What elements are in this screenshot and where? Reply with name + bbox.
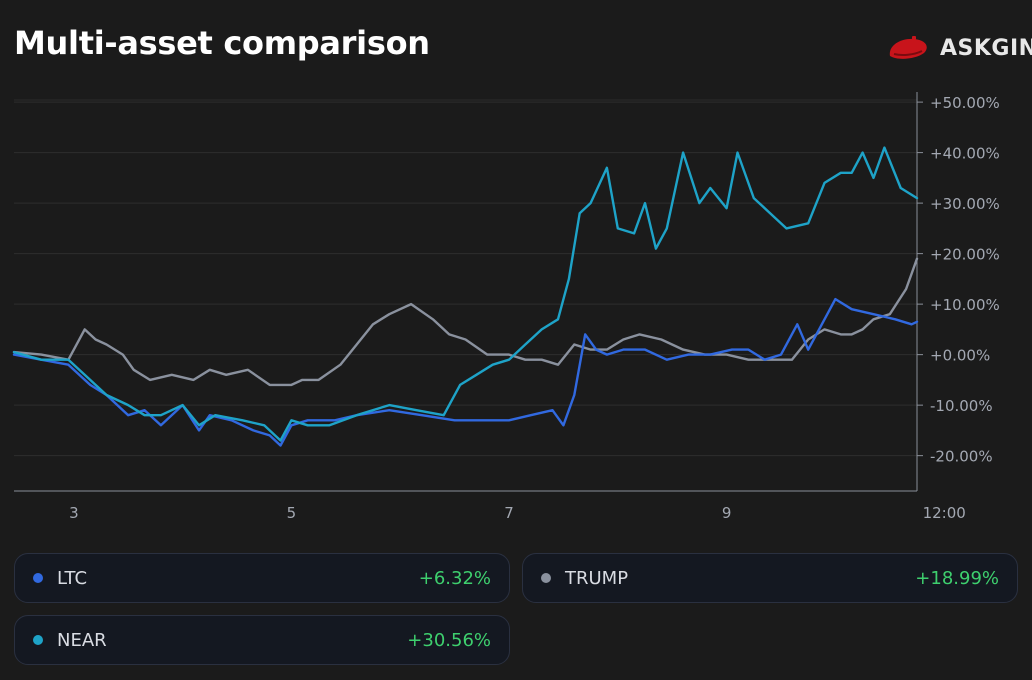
y-tick-label: +20.00% (930, 246, 1000, 264)
x-axis-labels: 3 5 7 9 12:00 (69, 504, 966, 522)
ltc-color-dot (33, 573, 43, 583)
red-beret-icon (889, 36, 927, 59)
legend-name: NEAR (57, 629, 107, 651)
series-lines (12, 146, 919, 447)
chart-grid (14, 99, 917, 457)
chart-axes (14, 92, 923, 492)
chart-title: Multi-asset comparison (14, 24, 430, 62)
x-tick-label: 12:00 (923, 504, 966, 522)
y-axis-labels: +50.00% +40.00% +30.00% +20.00% +10.00% +0.00… (930, 94, 1000, 466)
series-line-ltc (12, 297, 919, 447)
y-tick-label: +40.00% (930, 145, 1000, 163)
y-tick-label: -10.00% (930, 397, 993, 415)
brand-logo: ASKGINA (886, 34, 1032, 62)
series-line-trump (12, 257, 919, 387)
x-tick-label: 7 (504, 504, 514, 522)
y-tick-label: +0.00% (930, 347, 990, 365)
legend-change: +18.99% (915, 567, 999, 589)
near-color-dot (33, 635, 43, 645)
legend-item-trump[interactable]: TRUMP +18.99% (522, 553, 1018, 603)
legend-name: LTC (57, 567, 88, 589)
legend-item-ltc[interactable]: LTC +6.32% (14, 553, 510, 603)
y-tick-label: +50.00% (930, 94, 1000, 112)
x-tick-label: 9 (722, 504, 732, 522)
y-tick-label: +10.00% (930, 296, 1000, 314)
y-tick-label: -20.00% (930, 448, 993, 466)
series-line-near (12, 146, 919, 442)
y-tick-label: +30.00% (930, 195, 1000, 213)
line-chart: +50.00% +40.00% +30.00% +20.00% +10.00% +0.00… (12, 92, 1000, 522)
x-tick-label: 5 (287, 504, 297, 522)
legend-item-near[interactable]: NEAR +30.56% (14, 615, 510, 665)
legend-change: +30.56% (407, 629, 491, 651)
legend-name: TRUMP (565, 567, 629, 589)
trump-color-dot (541, 573, 551, 583)
x-tick-label: 3 (69, 504, 79, 522)
brand-name: ASKGINA (940, 35, 1032, 61)
legend-change: +6.32% (418, 567, 491, 589)
